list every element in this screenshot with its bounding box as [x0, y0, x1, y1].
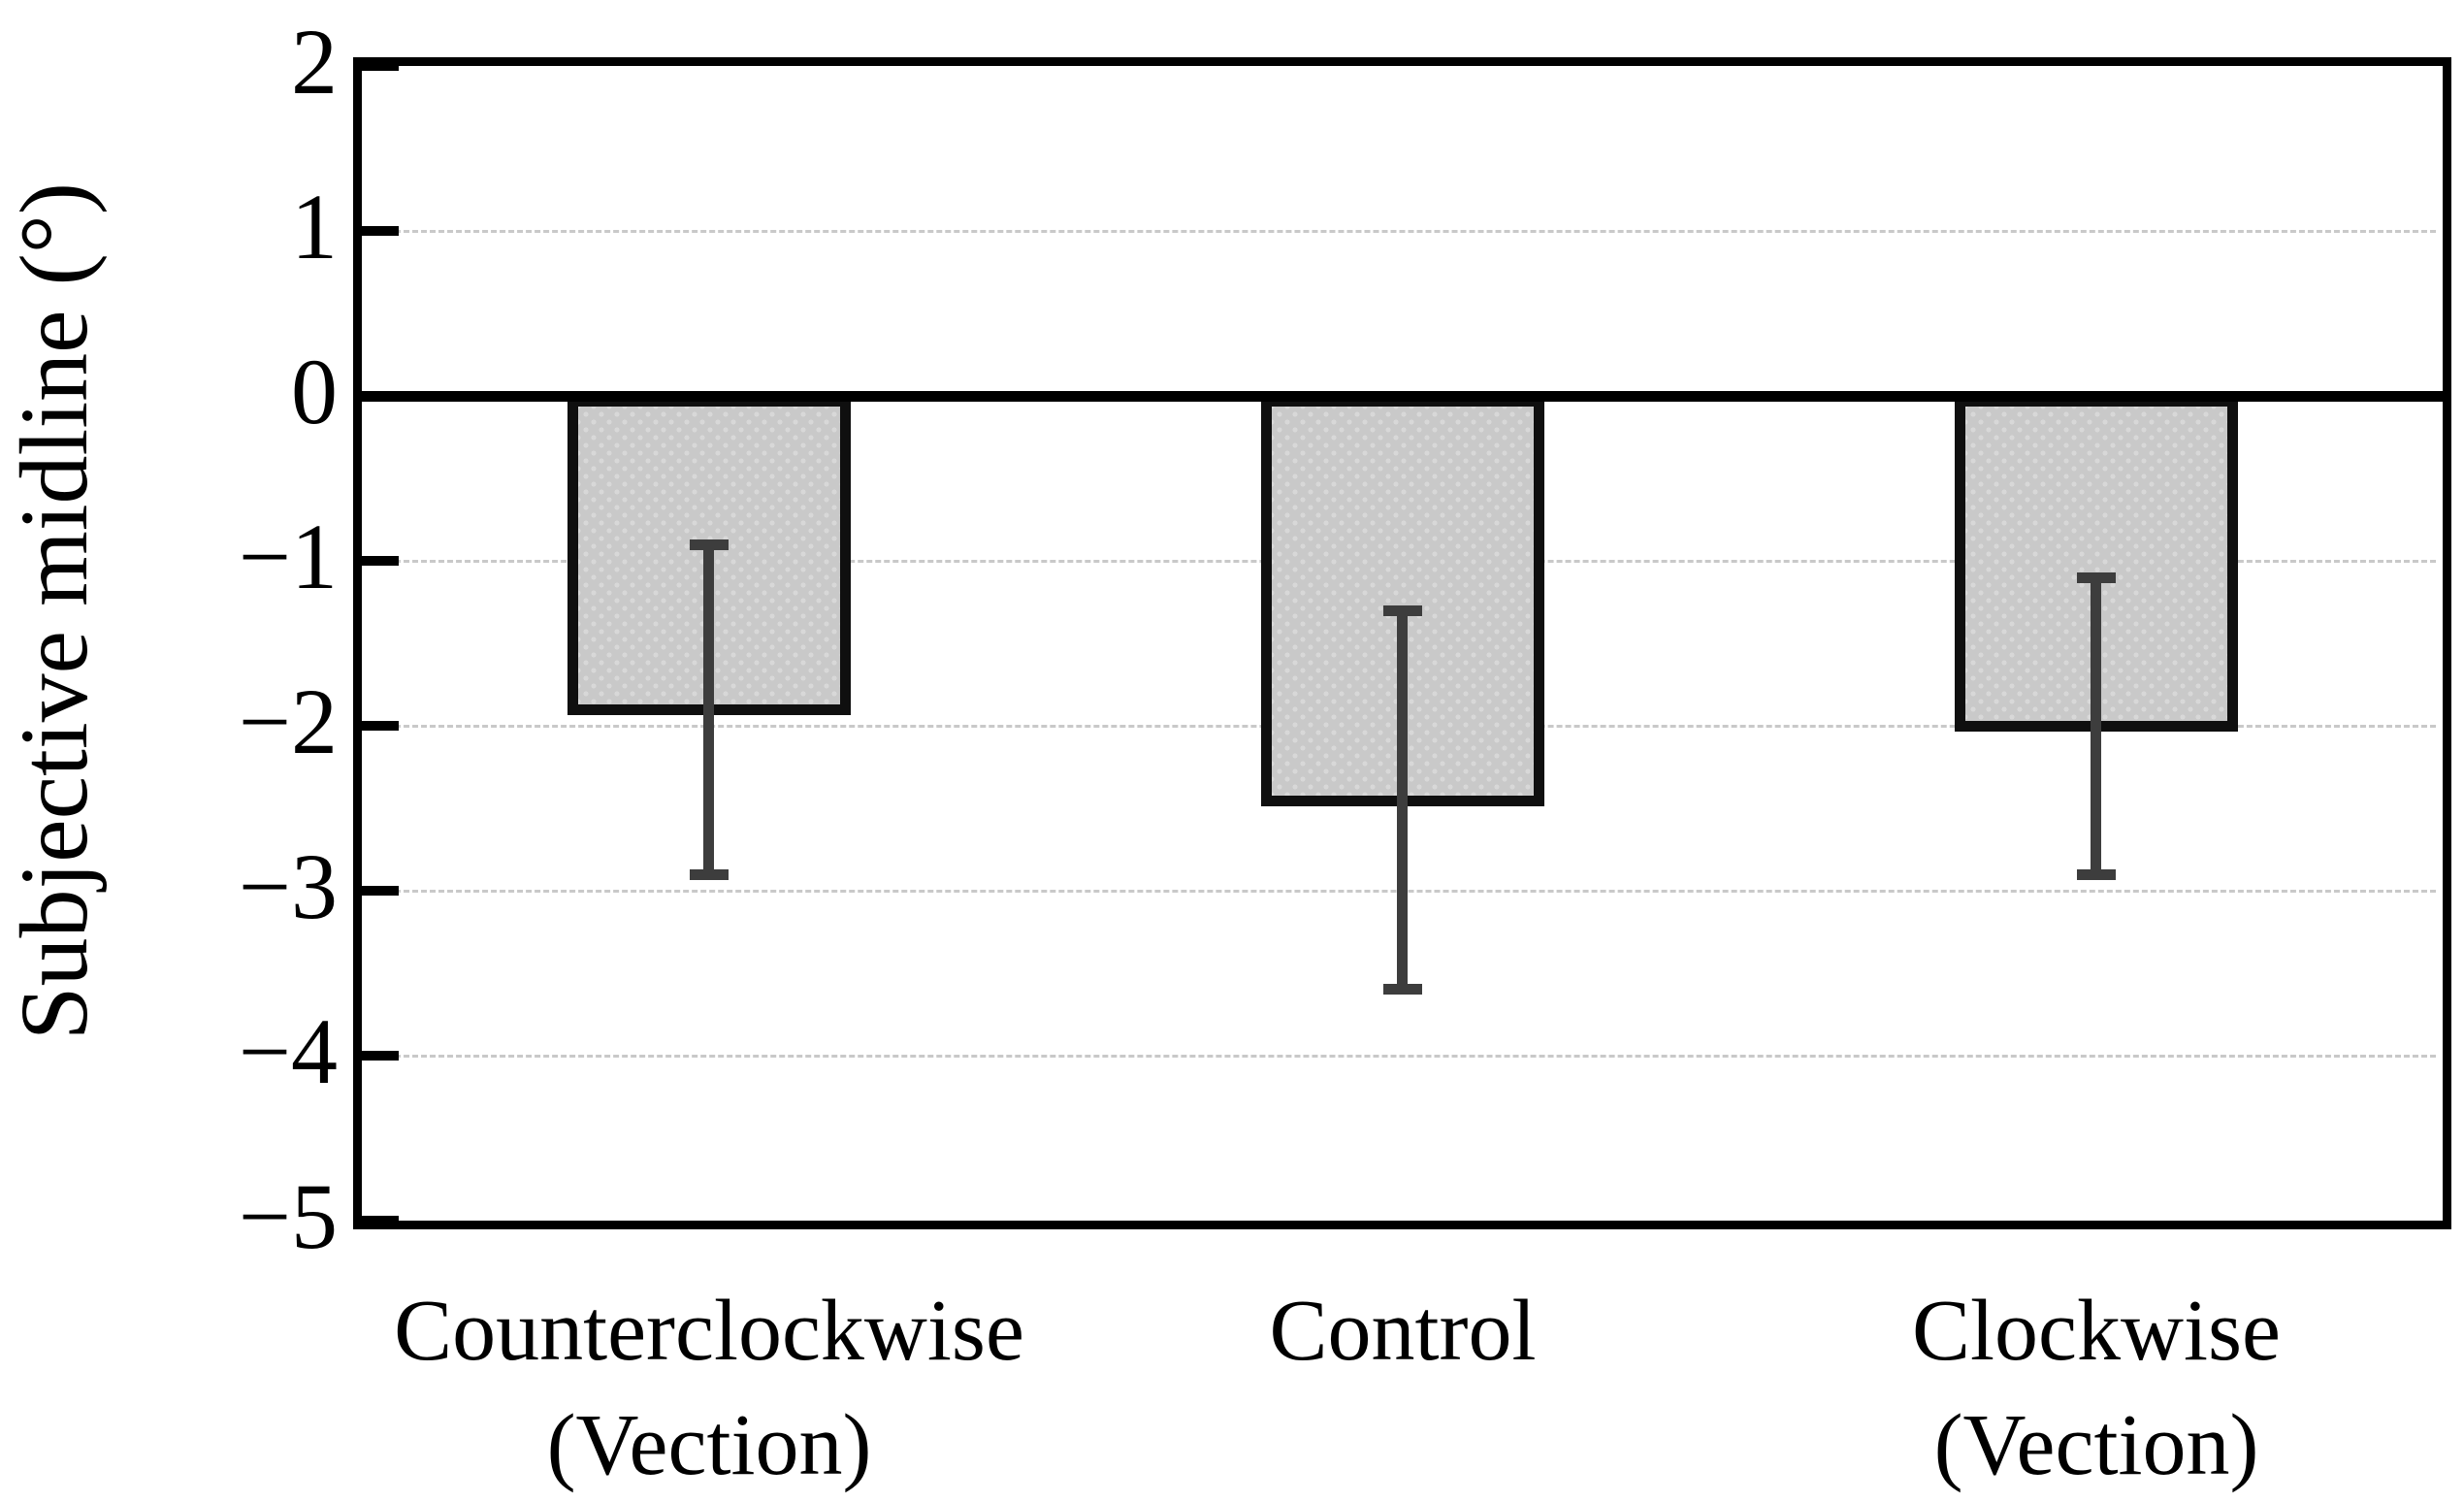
error-bar-cap-top-2 [2077, 572, 2116, 583]
y-tick-0 [362, 391, 399, 401]
y-tick-label-0: 0 [291, 340, 338, 444]
error-bar-line-2 [2091, 577, 2101, 874]
plot-frame [353, 57, 2451, 1229]
x-category-label-2: Clockwise (Vection) [1912, 1283, 2281, 1493]
y-tick-label--4: −4 [238, 999, 338, 1104]
y-tick-label--2: −2 [238, 669, 338, 774]
gridline-y--4 [369, 1055, 2436, 1058]
gridline-y-1 [369, 230, 2436, 233]
x-category-label-1: Control [1269, 1283, 1537, 1379]
y-tick--3 [362, 886, 399, 896]
error-bar-cap-bottom-0 [690, 869, 729, 880]
x-category-label-0: Counterclockwise (Vection) [394, 1283, 1024, 1493]
error-bar-line-0 [703, 544, 714, 874]
error-bar-cap-bottom-1 [1383, 984, 1422, 995]
y-tick-label--3: −3 [238, 834, 338, 939]
y-tick--4 [362, 1051, 399, 1061]
zero-baseline [362, 391, 2443, 402]
error-bar-cap-top-1 [1383, 605, 1422, 616]
y-tick-label--5: −5 [238, 1164, 338, 1269]
error-bar-cap-top-0 [690, 539, 729, 550]
y-tick-2 [362, 61, 399, 71]
y-tick--1 [362, 556, 399, 566]
y-tick--2 [362, 721, 399, 731]
error-bar-line-1 [1397, 610, 1408, 990]
y-tick-label-2: 2 [291, 10, 338, 114]
y-tick-label-1: 1 [291, 175, 338, 279]
y-tick-1 [362, 226, 399, 236]
error-bar-cap-bottom-2 [2077, 869, 2116, 880]
y-tick-label--1: −1 [238, 505, 338, 609]
